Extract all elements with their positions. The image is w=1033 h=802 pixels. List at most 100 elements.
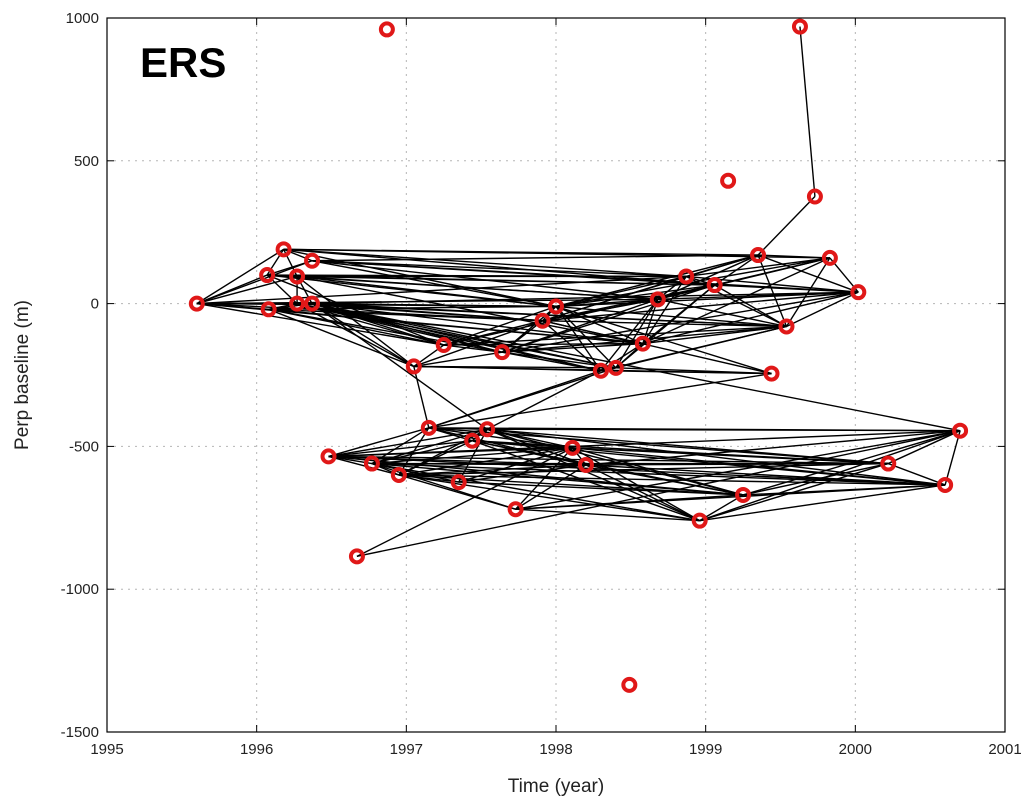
baseline-edge (311, 302, 543, 322)
y-tick-label: 0 (91, 296, 99, 313)
data-point (649, 291, 666, 308)
data-point (464, 432, 481, 449)
x-tick-label: 2001 (988, 741, 1021, 758)
baseline-edge (443, 342, 643, 346)
baseline-edge (515, 508, 700, 522)
data-point (548, 298, 564, 315)
baseline-edge (458, 428, 488, 483)
baseline-edge (786, 291, 859, 328)
data-point (691, 512, 708, 529)
baseline-edge (458, 464, 587, 483)
baseline-edge (657, 291, 859, 301)
data-point (678, 268, 695, 285)
baseline-edge (398, 474, 516, 510)
baseline-edge (311, 303, 488, 430)
baseline-edge (742, 430, 961, 496)
x-tick-label: 1997 (390, 741, 423, 758)
panel-label: ERS (140, 39, 226, 86)
data-point (880, 455, 897, 472)
data-point (450, 474, 467, 491)
y-tick-label: -1500 (61, 724, 99, 741)
baseline-edge (311, 260, 658, 301)
data-point (304, 252, 321, 269)
baseline-edge (328, 455, 946, 486)
data-point (348, 548, 365, 565)
data-point (420, 419, 437, 436)
baseline-edge (398, 427, 430, 476)
baseline-edge (371, 440, 473, 465)
data-point (320, 448, 337, 465)
baseline-edge (585, 462, 889, 466)
baseline-edge (542, 320, 787, 328)
baseline-edge (311, 302, 444, 346)
baseline-edge (515, 464, 587, 510)
baseline-edge (486, 370, 602, 430)
baseline-edge (311, 303, 415, 368)
data-point (778, 318, 795, 335)
data-point (763, 365, 780, 382)
baseline-edge (542, 320, 602, 372)
baseline-edge (268, 308, 415, 368)
baseline-edge (542, 305, 557, 322)
data-point (634, 335, 651, 352)
baseline-edge (296, 275, 557, 308)
x-tick-label: 1995 (90, 741, 123, 758)
baseline-edge (328, 428, 488, 458)
baseline-edge (443, 344, 503, 353)
baseline-edge (757, 254, 788, 327)
baseline-edge (944, 430, 961, 486)
baseline-edge (487, 428, 889, 465)
baseline-edge (501, 351, 602, 372)
data-point (607, 359, 624, 376)
data-point (507, 501, 524, 518)
baseline-edge (296, 275, 643, 345)
baseline-edge (615, 298, 659, 369)
baseline-edge (471, 440, 700, 522)
baseline-edge (642, 325, 787, 345)
baseline-edge (542, 320, 772, 375)
baseline-edge (742, 462, 889, 496)
baseline-edge (413, 351, 503, 368)
y-axis-label: Perp baseline (m) (12, 300, 33, 450)
baseline-edge (486, 428, 700, 522)
baseline-edge (743, 484, 946, 496)
baseline-edges (196, 26, 961, 558)
baseline-edge (428, 372, 772, 429)
data-point (937, 476, 954, 493)
baseline-edge (642, 284, 716, 345)
baseline-edge (615, 325, 787, 369)
data-point (275, 241, 292, 258)
y-tick-label: -1000 (61, 581, 99, 598)
baseline-edge (657, 254, 759, 300)
baseline-edge (555, 305, 787, 328)
baseline-edge (311, 302, 617, 369)
baseline-edge (283, 248, 557, 308)
baseline-edge (555, 254, 759, 308)
baseline-edge (758, 254, 830, 259)
data-point (952, 422, 969, 439)
data-point (720, 172, 737, 189)
baseline-edge (888, 462, 946, 486)
baseline-edge (398, 474, 700, 522)
baseline-edge (371, 462, 744, 496)
data-point (577, 456, 594, 473)
data-point (479, 421, 496, 438)
baseline-edge (642, 276, 687, 344)
baseline-edge (657, 298, 787, 328)
baseline-edge (487, 428, 946, 486)
baseline-edge (571, 447, 587, 466)
data-point (405, 358, 422, 375)
baseline-edge (328, 427, 429, 458)
x-tick-label: 1999 (689, 741, 722, 758)
baseline-edge (615, 367, 772, 375)
y-tick-label: -500 (69, 438, 99, 455)
baseline-edge (785, 257, 831, 327)
baseline-edge (398, 447, 573, 476)
baseline-edge (458, 481, 744, 496)
data-point (363, 455, 380, 472)
baseline-edge (486, 428, 587, 466)
data-point (806, 188, 823, 205)
baseline-edge (572, 447, 744, 496)
data-point (390, 466, 407, 483)
